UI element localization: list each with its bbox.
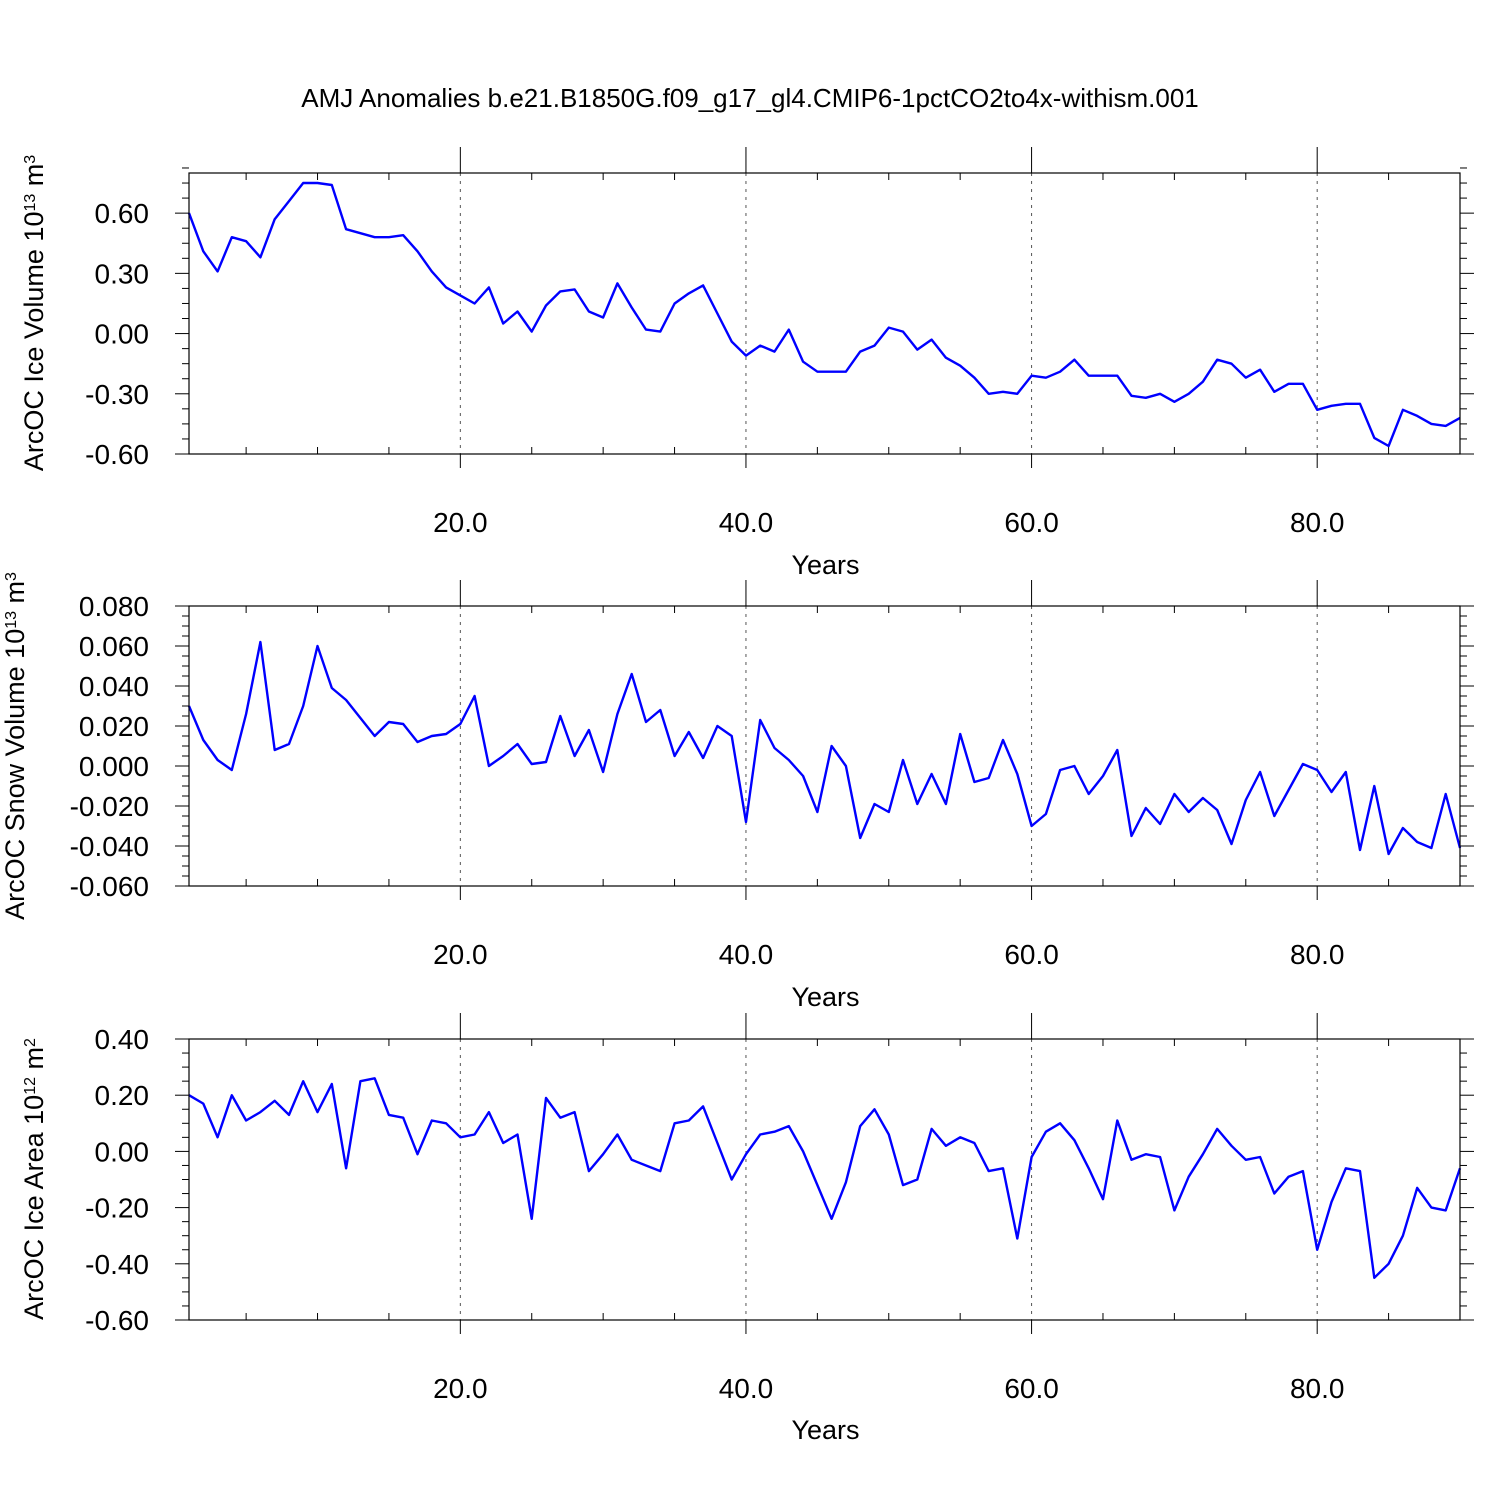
y-tick-label: 0.080 (79, 591, 149, 622)
y-tick-label: -0.40 (85, 1249, 149, 1280)
y-axis-title-prefix: ArcOC Snow Volume 10 (0, 629, 30, 920)
y-axis-title-unit-exp: 3 (3, 572, 20, 581)
panel-3: 20.0 40.0 60.0 80.0 -0.60 -0.40 -0.20 0.00 0.20 0… (19, 1013, 1474, 1445)
y-tick-label: -0.20 (85, 1193, 149, 1224)
y-tick-label: 0.060 (79, 631, 149, 662)
x-tick-label: 60.0 (1004, 507, 1059, 538)
x-tick-label: 40.0 (719, 1373, 774, 1404)
y-axis-title: ArcOC Ice Area 1012 m2 (19, 1038, 49, 1320)
chart-title: AMJ Anomalies b.e21.B1850G.f09_g17_gl4.C… (301, 83, 1198, 113)
y-tick-label: 0.000 (79, 751, 149, 782)
x-tick-label: 60.0 (1004, 1373, 1059, 1404)
y-tick-label: -0.060 (70, 871, 149, 902)
y-axis-title-unit-exp: 3 (22, 155, 39, 164)
x-tick-label: 20.0 (433, 507, 488, 538)
y-tick-label: 0.040 (79, 671, 149, 702)
y-tick-label: 0.020 (79, 711, 149, 742)
y-tick-label: 0.30 (95, 258, 150, 289)
x-tick-label: 20.0 (433, 1373, 488, 1404)
y-tick-label: -0.30 (85, 379, 149, 410)
y-tick-label: -0.040 (70, 831, 149, 862)
y-tick-label: -0.60 (85, 439, 149, 470)
y-axis-title-exp: 13 (3, 611, 20, 629)
x-tick-label: 40.0 (719, 507, 774, 538)
y-axis-title-exp: 12 (22, 1077, 39, 1095)
y-axis-title-unit: m (19, 1047, 49, 1077)
y-axis-title-unit-exp: 2 (22, 1038, 39, 1047)
y-tick-label: -0.020 (70, 791, 149, 822)
y-axis-title: ArcOC Snow Volume 1013 m3 (0, 572, 30, 920)
x-tick-label: 80.0 (1290, 507, 1345, 538)
plot-frame (188, 1038, 1461, 1321)
y-tick-label: -0.60 (85, 1305, 149, 1336)
series-line (187, 640, 1462, 856)
x-tick-label: 80.0 (1290, 939, 1345, 970)
y-tick-label: 0.20 (95, 1080, 150, 1111)
y-axis-title-unit: m (0, 581, 30, 611)
x-tick-label: 20.0 (433, 939, 488, 970)
plot-frame (188, 605, 1461, 887)
plot-frame (188, 172, 1461, 455)
x-tick-label: 60.0 (1004, 939, 1059, 970)
panel-1: 20.0 40.0 60.0 80.0 -0.60 -0.30 0.00 0.30 0.60 Ye… (19, 147, 1474, 580)
panel-2: 20.0 40.0 60.0 80.0 -0.060 -0.040 -0.020 0.000 0… (0, 572, 1474, 1012)
x-tick-label: 40.0 (719, 939, 774, 970)
y-tick-label: 0.00 (95, 1136, 150, 1167)
y-axis-title-prefix: ArcOC Ice Volume 10 (19, 212, 49, 472)
y-tick-label: 0.60 (95, 198, 150, 229)
y-tick-label: 0.00 (95, 319, 150, 350)
panels: 20.0 40.0 60.0 80.0 -0.60 -0.30 0.00 0.30 0.60 Ye… (0, 147, 1474, 1445)
x-axis-title: Years (791, 550, 859, 580)
y-axis-title-unit: m (19, 164, 49, 194)
x-tick-label: 80.0 (1290, 1373, 1345, 1404)
series-line (188, 1077, 1462, 1280)
y-axis-title-prefix: ArcOC Ice Area 10 (19, 1095, 49, 1320)
series-line (187, 181, 1461, 448)
y-axis-title: ArcOC Ice Volume 1013 m3 (19, 155, 49, 471)
y-tick-label: 0.40 (95, 1024, 150, 1055)
x-axis-title: Years (791, 982, 859, 1012)
x-axis-title: Years (791, 1415, 859, 1445)
y-axis-title-exp: 13 (22, 194, 39, 212)
